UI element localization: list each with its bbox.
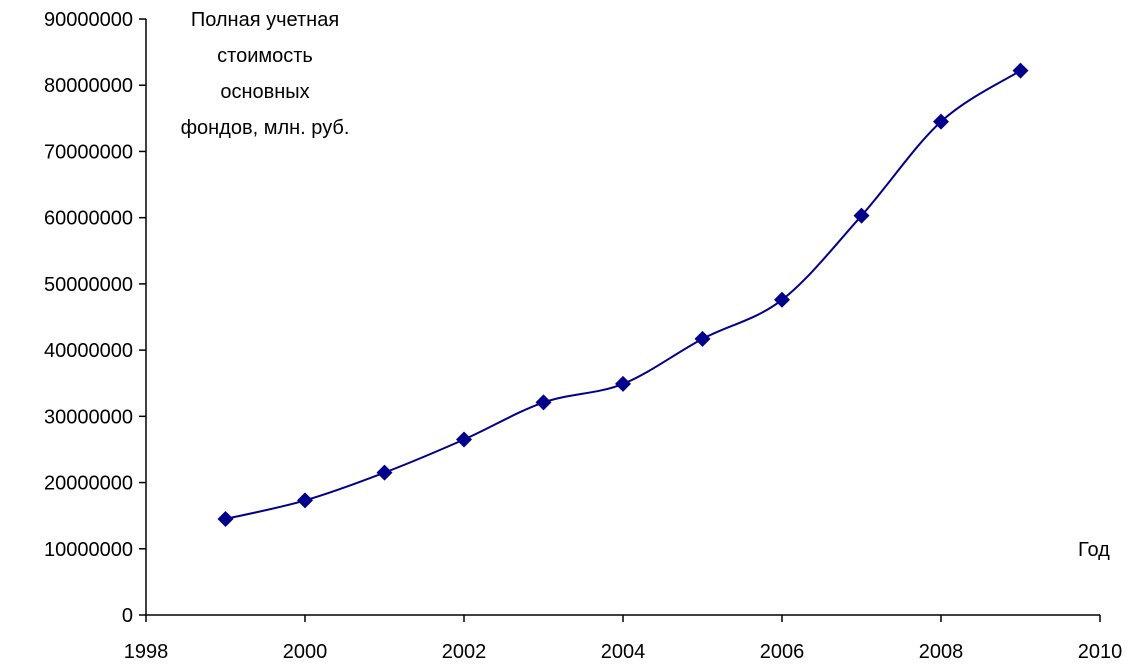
data-point-marker <box>376 464 393 481</box>
data-point-marker <box>297 492 313 509</box>
y-tick-label: 70000000 <box>44 141 133 163</box>
data-point-marker <box>694 330 711 347</box>
y-axis-label-line-4: фондов, млн. руб. <box>181 117 350 139</box>
data-point-marker <box>774 291 790 308</box>
data-point-marker <box>615 375 631 392</box>
y-tick-label: 30000000 <box>44 406 133 428</box>
y-tick-label: 80000000 <box>44 75 133 97</box>
x-tick-label: 2010 <box>1078 641 1123 663</box>
x-tick-label: 2008 <box>919 641 964 663</box>
data-point-marker <box>933 113 949 130</box>
series <box>217 62 1029 527</box>
y-tick-label: 0 <box>122 605 133 627</box>
y-tick-label: 60000000 <box>44 208 133 230</box>
x-tick-label: 2000 <box>283 641 328 663</box>
x-tick-label: 2002 <box>442 641 487 663</box>
y-axis-label-line-1: Полная учетная <box>191 9 339 31</box>
y-tick-label: 90000000 <box>44 9 133 31</box>
data-point-marker <box>456 431 472 448</box>
x-tick-label: 2004 <box>601 641 646 663</box>
y-axis-label-line-2: стоимость <box>217 45 313 67</box>
y-tick-label: 10000000 <box>44 539 133 561</box>
y-tick-label: 20000000 <box>44 473 133 495</box>
data-point-marker <box>217 510 234 527</box>
y-tick-label: 50000000 <box>44 274 133 296</box>
y-axis-label-line-3: основных <box>220 81 309 103</box>
data-point-marker <box>853 207 870 224</box>
data-point-marker <box>1012 62 1029 79</box>
x-tick-label: 1998 <box>124 641 169 663</box>
data-point-marker <box>535 394 552 411</box>
y-tick-label: 40000000 <box>44 340 133 362</box>
x-tick-label: 2006 <box>760 641 805 663</box>
y-ticks: 0 10000000 20000000 30000000 40000000 5000000… <box>44 9 146 627</box>
x-axis-label: Год <box>1078 539 1110 561</box>
x-ticks: 1998 2000 2002 2004 2006 2008 2010 <box>124 615 1123 663</box>
